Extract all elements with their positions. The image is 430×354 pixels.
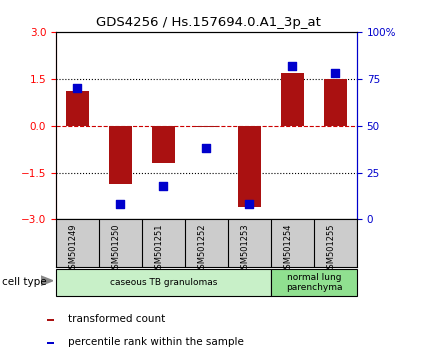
Point <box>246 202 253 207</box>
Text: GSM501252: GSM501252 <box>197 223 206 274</box>
Bar <box>151 126 175 163</box>
Text: GSM501249: GSM501249 <box>68 223 77 274</box>
Bar <box>280 73 304 126</box>
Text: GSM501251: GSM501251 <box>154 223 163 274</box>
Text: GSM501255: GSM501255 <box>326 223 335 274</box>
Bar <box>323 79 347 126</box>
Bar <box>56 269 271 296</box>
Text: GSM501253: GSM501253 <box>240 223 249 274</box>
Point <box>160 183 167 189</box>
Bar <box>271 269 357 296</box>
Bar <box>47 342 54 344</box>
Bar <box>65 91 89 126</box>
Text: percentile rank within the sample: percentile rank within the sample <box>68 337 243 347</box>
Polygon shape <box>41 276 53 285</box>
Text: GSM501254: GSM501254 <box>283 223 292 274</box>
Text: GSM501250: GSM501250 <box>111 223 120 274</box>
Text: normal lung
parenchyma: normal lung parenchyma <box>286 273 342 292</box>
Point <box>289 63 296 68</box>
Bar <box>194 126 218 127</box>
Text: cell type: cell type <box>2 278 47 287</box>
Bar <box>237 126 261 207</box>
Point <box>332 70 339 76</box>
Bar <box>108 126 132 183</box>
Point <box>74 85 81 91</box>
Text: GDS4256 / Hs.157694.0.A1_3p_at: GDS4256 / Hs.157694.0.A1_3p_at <box>96 16 321 29</box>
Point <box>117 202 124 207</box>
Bar <box>47 319 54 321</box>
Text: caseous TB granulomas: caseous TB granulomas <box>110 278 217 287</box>
Text: transformed count: transformed count <box>68 314 165 324</box>
Point <box>203 145 210 151</box>
